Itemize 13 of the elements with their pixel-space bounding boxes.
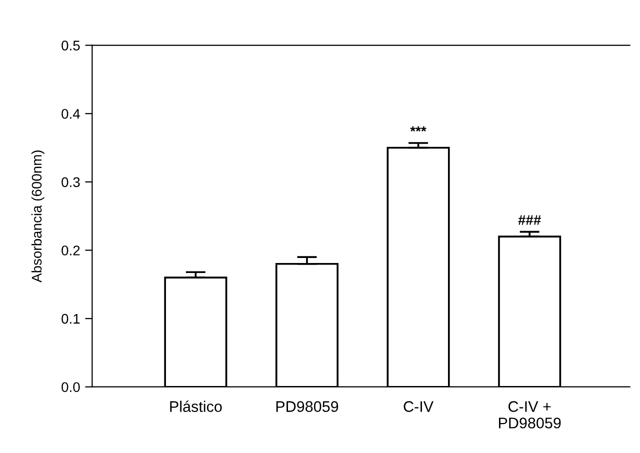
- x-tick-label: C-IV + PD98059: [498, 401, 561, 428]
- x-tick-label: Plástico: [170, 400, 222, 412]
- x-tick-label: PD98059: [276, 401, 338, 412]
- y-tick-label: 0.1: [62, 314, 80, 324]
- y-tick-label: 0.4: [62, 108, 80, 119]
- y-tick-label: 0.5: [62, 40, 80, 50]
- x-tick-label: C-IV: [404, 401, 434, 412]
- y-tick-label: 0.2: [62, 246, 80, 256]
- y-axis-title: Absorbancia (600nm): [31, 150, 44, 282]
- y-tick-label: 0.3: [62, 177, 80, 188]
- annotation: ***: [410, 126, 426, 132]
- y-tick-label: 0.0: [62, 382, 80, 392]
- annotation: ###: [518, 215, 541, 225]
